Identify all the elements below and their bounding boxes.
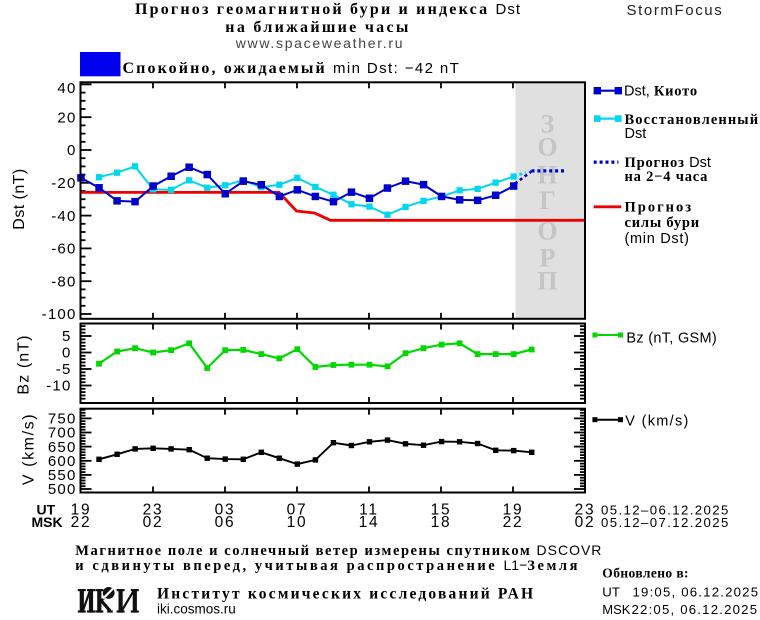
svg-text:18: 18 [431,514,452,531]
svg-text:Dst (nT): Dst (nT) [11,168,28,229]
svg-text:19: 19 [503,502,524,519]
svg-text:UT: UT [37,502,56,518]
svg-text:Г: Г [539,186,556,215]
svg-text:20: 20 [57,109,76,126]
svg-text:StormFocus: StormFocus [627,2,724,19]
svg-text:05.12–06.12.2025: 05.12–06.12.2025 [601,503,730,518]
svg-text:650: 650 [48,439,77,456]
svg-text:О: О [537,133,557,162]
svg-text:-60: -60 [51,241,76,258]
svg-text:11: 11 [359,502,379,519]
svg-text:-100: -100 [42,306,77,323]
svg-text:UT: UT [602,584,620,599]
svg-text:700: 700 [48,425,77,442]
svg-text:23: 23 [575,502,596,519]
svg-text:Восстановленный: Восстановленный [625,112,760,128]
svg-text:23: 23 [143,502,164,519]
svg-text:силы бури: силы бури [625,215,700,231]
svg-text:MSK: MSK [602,602,631,617]
svg-text:Bz (nT): Bz (nT) [16,334,33,394]
svg-text:05.12–07.12.2025: 05.12–07.12.2025 [601,515,730,530]
svg-text:V (km/s): V (km/s) [21,413,38,485]
svg-text:750: 750 [48,411,77,428]
svg-text:0: 0 [62,345,72,362]
svg-text:06: 06 [215,514,236,531]
svg-text:-80: -80 [51,273,76,290]
svg-text:Магнитное поле и солнечный вет: Магнитное поле и солнечный ветер измерен… [75,542,602,559]
svg-text:02: 02 [575,514,596,531]
svg-text:22:05, 06.12.2025: 22:05, 06.12.2025 [632,602,759,617]
svg-text:0: 0 [67,142,77,159]
svg-text:Институт космических исследова: Институт космических исследований РАН [157,586,535,603]
svg-text:Прогноз геомагнитной бури и ин: Прогноз геомагнитной бури и индекса Dst [135,1,521,18]
svg-text:22: 22 [71,514,92,531]
svg-text:03: 03 [215,502,236,519]
svg-text:-10: -10 [46,378,71,395]
svg-text:Bz (nT, GSM): Bz (nT, GSM) [626,331,717,347]
svg-text:19: 19 [71,502,92,519]
svg-text:14: 14 [359,514,380,531]
svg-text:-20: -20 [51,175,76,192]
svg-text:iki.cosmos.ru: iki.cosmos.ru [157,602,236,617]
svg-text:www.spaceweather.ru: www.spaceweather.ru [235,35,404,51]
svg-text:500: 500 [48,481,77,498]
svg-text:02: 02 [143,514,164,531]
svg-text:07: 07 [287,502,308,519]
svg-text:5: 5 [62,328,72,345]
svg-text:10: 10 [287,514,308,531]
svg-text:(min Dst): (min Dst) [625,231,690,247]
svg-text:-5: -5 [56,361,72,378]
svg-text:О: О [537,217,557,246]
svg-text:40: 40 [57,80,76,97]
svg-text:Р: Р [540,244,556,273]
svg-text:Dst: Dst [625,126,647,142]
svg-text:Спокойно, ожидаемый min Dst: −: Спокойно, ожидаемый min Dst: −42 nT [123,60,461,77]
svg-text:и сдвинуты вперед, учитывая ра: и сдвинуты вперед, учитывая распростране… [75,557,580,574]
svg-text:на 2−4 часа: на 2−4 часа [625,169,709,185]
svg-text:З: З [541,110,555,139]
svg-text:15: 15 [431,502,452,519]
svg-text:V (km/s): V (km/s) [625,414,689,430]
svg-text:-40: -40 [51,208,76,225]
svg-text:22: 22 [503,514,524,531]
svg-text:Обновлено в:: Обновлено в: [602,565,689,580]
svg-text:Dst, Киото: Dst, Киото [624,83,698,99]
svg-text:550: 550 [48,467,77,484]
svg-text:Н: Н [537,161,557,190]
svg-text:П: П [537,267,557,296]
svg-text:Прогноз Dst: Прогноз Dst [625,155,711,171]
svg-text:600: 600 [48,453,77,470]
svg-text:19:05, 06.12.2025: 19:05, 06.12.2025 [633,584,760,599]
svg-text:на ближайшие часы: на ближайшие часы [225,19,410,36]
svg-text:Прогноз: Прогноз [625,200,694,216]
svg-text:MSK: MSK [32,514,63,530]
